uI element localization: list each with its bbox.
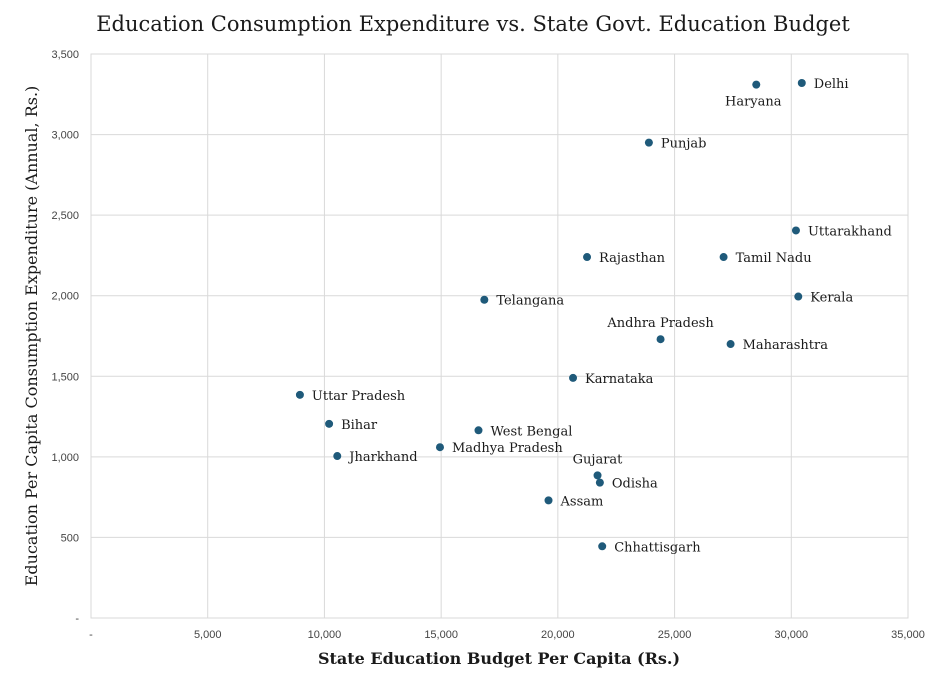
data-point-telangana	[480, 295, 489, 304]
data-point-maharashtra	[726, 340, 735, 349]
y-axis-title: Education Per Capita Consumption Expendi…	[22, 86, 41, 587]
data-label-andhra-pradesh: Andhra Pradesh	[606, 316, 714, 331]
data-label-maharashtra: Maharashtra	[743, 338, 829, 353]
y-tick-label: 2,000	[51, 291, 79, 303]
data-label-jharkhand: Jharkhand	[347, 450, 417, 465]
y-tick-label: 500	[61, 532, 79, 544]
data-point-punjab	[644, 138, 653, 147]
x-tick-label: 20,000	[541, 629, 575, 641]
data-point-bihar	[325, 419, 334, 428]
data-point-delhi	[797, 79, 806, 88]
y-tick-label: 2,500	[51, 210, 79, 222]
data-point-madhya-pradesh	[435, 443, 444, 452]
plot-frame	[90, 53, 909, 619]
data-point-tamil-nadu	[719, 253, 728, 262]
data-point-odisha	[595, 478, 604, 487]
y-tick-label: 1,500	[51, 371, 79, 383]
x-tick-label: 10,000	[308, 629, 342, 641]
data-label-gujarat: Gujarat	[573, 452, 624, 467]
data-label-delhi: Delhi	[814, 77, 849, 92]
data-label-punjab: Punjab	[661, 137, 707, 152]
x-tick-label: -	[89, 629, 93, 641]
data-point-gujarat	[593, 471, 602, 480]
data-point-chhattisgarh	[598, 542, 607, 551]
data-label-karnataka: Karnataka	[585, 372, 654, 387]
data-label-chhattisgarh: Chhattisgarh	[614, 540, 701, 555]
x-tick-label: 30,000	[774, 629, 808, 641]
gridlines	[90, 53, 909, 619]
y-tick-label: 1,000	[51, 452, 79, 464]
data-label-telangana: Telangana	[496, 294, 564, 309]
chart-title: Education Consumption Expenditure vs. St…	[96, 12, 850, 36]
data-label-uttar-pradesh: Uttar Pradesh	[312, 389, 406, 404]
data-label-kerala: Kerala	[810, 291, 853, 306]
data-label-assam: Assam	[560, 494, 604, 509]
data-point-jharkhand	[333, 452, 342, 461]
data-point-uttarakhand	[791, 226, 800, 235]
data-point-west-bengal	[474, 426, 483, 435]
y-tick-label: 3,500	[51, 49, 79, 61]
data-label-rajasthan: Rajasthan	[599, 251, 666, 266]
y-tick-label: -	[75, 613, 79, 625]
data-label-haryana: Haryana	[725, 95, 782, 110]
data-point-assam	[544, 496, 553, 505]
data-points: Delhi Haryana Punjab Uttarakhand Rajasthan Ta…	[295, 77, 892, 555]
x-axis-title: State Education Budget Per Capita (Rs.)	[318, 649, 680, 668]
x-tick-label: 15,000	[424, 629, 458, 641]
data-point-rajasthan	[583, 253, 592, 262]
data-label-odisha: Odisha	[612, 477, 658, 492]
data-label-tamil-nadu: Tamil Nadu	[736, 251, 812, 266]
y-axis-ticks: - 500 1,000 1,500 2,000 2,500 3,000 3,500	[51, 49, 79, 625]
data-label-bihar: Bihar	[341, 418, 378, 433]
data-label-madhya-pradesh: Madhya Pradesh	[452, 441, 563, 456]
data-point-karnataka	[569, 373, 578, 382]
data-point-uttar-pradesh	[295, 390, 304, 399]
x-tick-label: 35,000	[891, 629, 925, 641]
data-point-andhra-pradesh	[656, 335, 665, 344]
data-point-kerala	[794, 292, 803, 301]
data-point-haryana	[752, 80, 761, 89]
data-label-west-bengal: West Bengal	[490, 424, 572, 439]
x-tick-label: 25,000	[658, 629, 692, 641]
x-tick-label: 5,000	[194, 629, 222, 641]
data-label-uttarakhand: Uttarakhand	[808, 224, 892, 239]
x-axis-ticks: - 5,000 10,000 15,000 20,000 25,000 30,000 35,0…	[89, 629, 925, 641]
y-tick-label: 3,000	[51, 130, 79, 142]
